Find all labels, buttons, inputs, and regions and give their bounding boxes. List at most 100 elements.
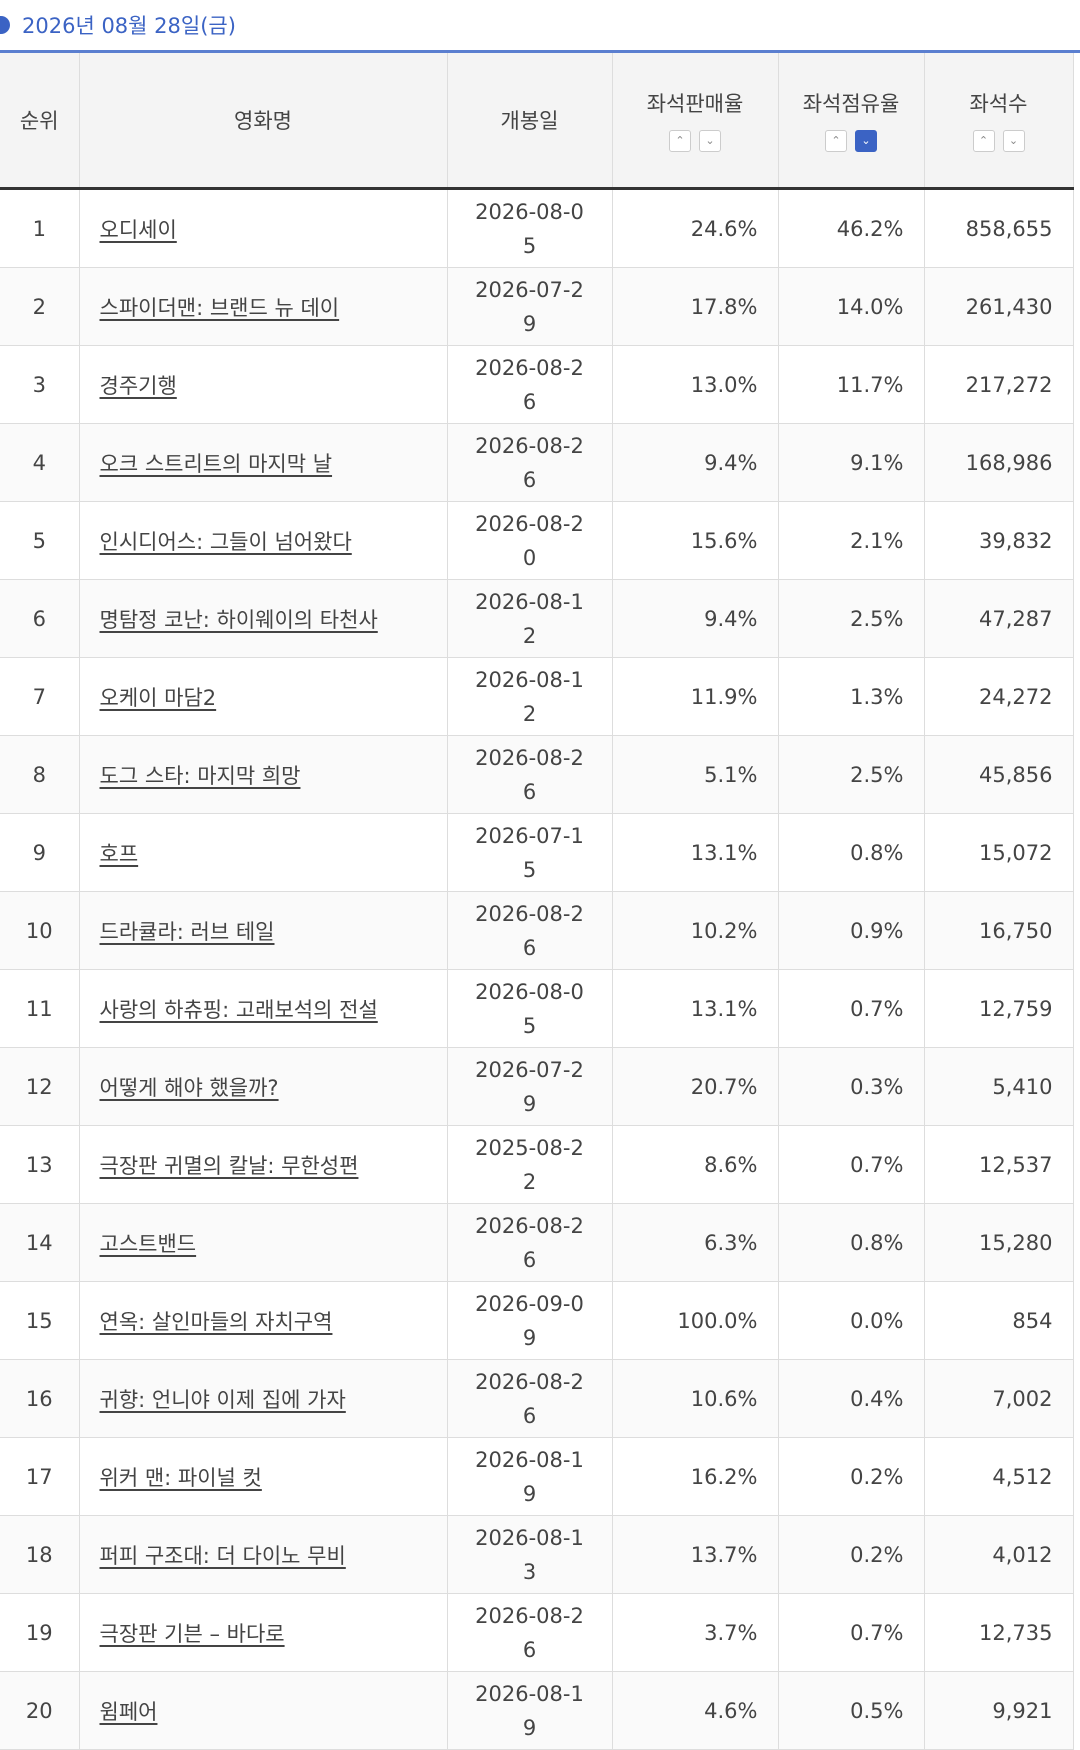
- seat-count: 12,537: [924, 1125, 1074, 1204]
- sales-rate: 5.1%: [612, 735, 779, 814]
- rank: 6: [0, 579, 80, 658]
- seat-count: 12,759: [924, 969, 1074, 1048]
- table-row: 3 경주기행 2026-08-26 13.0% 11.7% 217,272: [0, 345, 1074, 424]
- table-row: 8 도그 스타: 마지막 희망 2026-08-26 5.1% 2.5% 45,856: [0, 735, 1074, 814]
- seat-share: 46.2%: [778, 188, 925, 268]
- seat-share: 0.8%: [778, 813, 925, 892]
- seat-share: 0.7%: [778, 969, 925, 1048]
- column-header: 좌석수 ⌃ ⌄: [924, 53, 1074, 190]
- table-row: 6 명탐정 코난: 하이웨이의 타천사 2026-08-12 9.4% 2.5% 47,2…: [0, 579, 1074, 658]
- release-date: 2026-07-15: [447, 813, 613, 892]
- sales-rate: 17.8%: [612, 267, 779, 346]
- rank: 5: [0, 501, 80, 580]
- movie-title[interactable]: 위커 맨: 파이널 컷: [79, 1437, 448, 1516]
- column-title: 좌석수: [969, 92, 1028, 116]
- release-date: 2026-07-29: [447, 267, 613, 346]
- movie-title[interactable]: 귀향: 언니야 이제 집에 가자: [79, 1359, 448, 1438]
- movie-title[interactable]: 극장판 기븐 – 바다로: [79, 1593, 448, 1672]
- seat-share: 11.7%: [778, 345, 925, 424]
- column-header: 좌석점유율 ⌃ ⌄: [778, 53, 925, 190]
- movie-title[interactable]: 오크 스트리트의 마지막 날: [79, 423, 448, 502]
- rank: 1: [0, 188, 80, 268]
- movie-title[interactable]: 인시디어스: 그들이 넘어왔다: [79, 501, 448, 580]
- seat-count: 4,512: [924, 1437, 1074, 1516]
- rank: 17: [0, 1437, 80, 1516]
- release-date: 2026-08-05: [447, 188, 613, 268]
- seat-share: 1.3%: [778, 657, 925, 736]
- rank: 13: [0, 1125, 80, 1204]
- seat-count: 7,002: [924, 1359, 1074, 1438]
- seat-share: 2.5%: [778, 735, 925, 814]
- sales-rate: 8.6%: [612, 1125, 779, 1204]
- column-title: 순위: [19, 109, 59, 133]
- rank: 8: [0, 735, 80, 814]
- movie-title[interactable]: 드라큘라: 러브 테일: [79, 891, 448, 970]
- seat-share: 0.9%: [778, 891, 925, 970]
- movie-title[interactable]: 극장판 귀멸의 칼날: 무한성편: [79, 1125, 448, 1204]
- sales-rate: 16.2%: [612, 1437, 779, 1516]
- rank: 7: [0, 657, 80, 736]
- seat-count: 858,655: [924, 188, 1074, 268]
- seat-share: 0.2%: [778, 1437, 925, 1516]
- sort-buttons: ⌃ ⌄: [926, 130, 1072, 152]
- release-date: 2026-08-20: [447, 501, 613, 580]
- release-date: 2026-08-19: [447, 1671, 613, 1750]
- seat-count: 261,430: [924, 267, 1074, 346]
- table-row: 1 오디세이 2026-08-05 24.6% 46.2% 858,655: [0, 188, 1074, 268]
- seat-share: 9.1%: [778, 423, 925, 502]
- release-date: 2026-09-09: [447, 1281, 613, 1360]
- column-header: 개봉일: [447, 53, 613, 190]
- column-title: 영화명: [234, 109, 292, 133]
- release-date: 2026-08-26: [447, 891, 613, 970]
- seat-count: 217,272: [924, 345, 1074, 424]
- seat-share: 2.1%: [778, 501, 925, 580]
- movie-title[interactable]: 사랑의 하츄핑: 고래보석의 전설: [79, 969, 448, 1048]
- sort-button[interactable]: ⌄: [699, 130, 721, 152]
- movie-title[interactable]: 오케이 마담2: [79, 657, 448, 736]
- movie-title[interactable]: 고스트밴드: [79, 1203, 448, 1282]
- seat-count: 47,287: [924, 579, 1074, 658]
- movie-title[interactable]: 명탐정 코난: 하이웨이의 타천사: [79, 579, 448, 658]
- sales-rate: 13.7%: [612, 1515, 779, 1594]
- rank: 20: [0, 1671, 80, 1750]
- rank: 2: [0, 267, 80, 346]
- movie-title[interactable]: 연옥: 살인마들의 자치구역: [79, 1281, 448, 1360]
- column-title: 개봉일: [500, 109, 559, 133]
- seat-share: 0.0%: [778, 1281, 925, 1360]
- table-row: 10 드라큘라: 러브 테일 2026-08-26 10.2% 0.9% 16,750: [0, 891, 1074, 970]
- release-date: 2026-08-12: [447, 657, 613, 736]
- sort-button[interactable]: ⌃: [669, 130, 691, 152]
- table-row: 18 퍼피 구조대: 더 다이노 무비 2026-08-13 13.7% 0.2% 4,0…: [0, 1515, 1074, 1594]
- table-row: 17 위커 맨: 파이널 컷 2026-08-19 16.2% 0.2% 4,512: [0, 1437, 1074, 1516]
- header-row: 순위 영화명 개봉일 좌석판매율 ⌃ ⌄ 좌석점유율 ⌃ ⌄ 좌석수 ⌃ ⌄: [0, 53, 1074, 190]
- movie-title[interactable]: 어떻게 해야 했을까?: [79, 1047, 448, 1126]
- seat-count: 45,856: [924, 735, 1074, 814]
- release-date: 2026-08-05: [447, 969, 613, 1048]
- sales-rate: 13.1%: [612, 969, 779, 1048]
- sort-button[interactable]: ⌃: [972, 130, 995, 152]
- movie-title[interactable]: 퍼피 구조대: 더 다이노 무비: [79, 1515, 448, 1594]
- sort-button[interactable]: ⌄: [1002, 130, 1025, 152]
- seat-share: 0.7%: [778, 1593, 925, 1672]
- movie-title[interactable]: 호프: [79, 813, 448, 892]
- movie-title[interactable]: 윔페어: [79, 1671, 448, 1750]
- movie-title[interactable]: 스파이더맨: 브랜드 뉴 데이: [79, 267, 448, 346]
- sales-rate: 9.4%: [612, 579, 779, 658]
- table-row: 16 귀향: 언니야 이제 집에 가자 2026-08-26 10.6% 0.4% 7,0…: [0, 1359, 1074, 1438]
- ranking-table: 순위 영화명 개봉일 좌석판매율 ⌃ ⌄ 좌석점유율 ⌃ ⌄ 좌석수 ⌃ ⌄ 1 오디세이 2026-08…: [0, 53, 1074, 1750]
- movie-title[interactable]: 도그 스타: 마지막 희망: [79, 735, 448, 814]
- sort-button[interactable]: ⌃: [825, 130, 847, 152]
- movie-title[interactable]: 경주기행: [79, 345, 448, 424]
- sort-buttons: ⌃ ⌄: [614, 130, 777, 152]
- table-row: 12 어떻게 해야 했을까? 2026-07-29 20.7% 0.3% 5,410: [0, 1047, 1074, 1126]
- sort-button[interactable]: ⌄: [855, 130, 877, 152]
- release-date: 2026-08-26: [447, 423, 613, 502]
- seat-share: 0.4%: [778, 1359, 925, 1438]
- column-title: 좌석판매율: [646, 92, 744, 116]
- movie-title[interactable]: 오디세이: [79, 188, 448, 268]
- release-date: 2026-08-13: [447, 1515, 613, 1594]
- seat-count: 15,072: [924, 813, 1074, 892]
- sales-rate: 4.6%: [612, 1671, 779, 1750]
- page: 2026년 08월 28일(금) 순위 영화명 개봉일 좌석판매율 ⌃ ⌄ 좌석점유율 ⌃ ⌄ 좌…: [0, 14, 1080, 1750]
- rank: 19: [0, 1593, 80, 1672]
